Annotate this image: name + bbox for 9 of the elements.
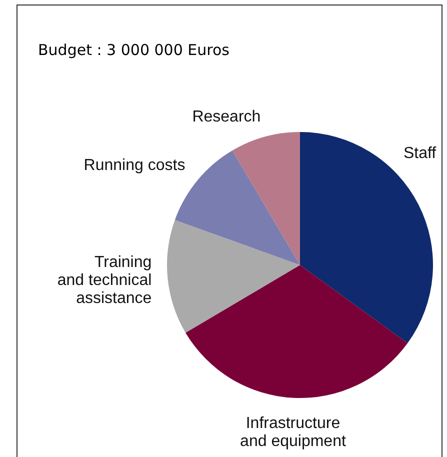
slice-label: Infrastructure and equipment	[240, 414, 346, 450]
pie-slice	[186, 265, 408, 398]
slice-label: Staff	[404, 144, 437, 162]
slice-label: Training and technical assistance	[57, 254, 152, 308]
pie-slice	[167, 220, 300, 333]
chart-title: Budget : 3 000 000 Euros	[38, 41, 230, 59]
pie-slice	[232, 132, 300, 265]
slice-label: Research	[192, 108, 261, 126]
slice-label: Running costs	[84, 157, 186, 174]
